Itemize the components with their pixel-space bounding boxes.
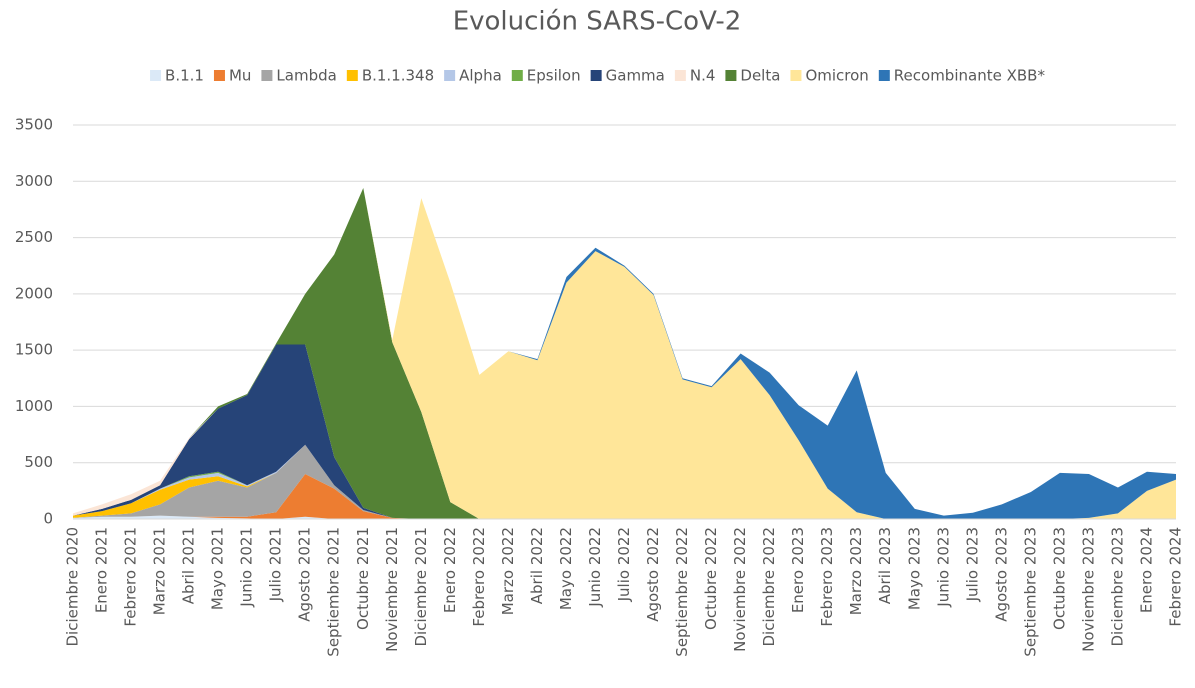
x-tick-label: Diciembre 2020 xyxy=(64,527,82,647)
legend-label: Epsilon xyxy=(527,67,581,85)
legend-swatch xyxy=(511,70,523,81)
legend-swatch xyxy=(590,70,602,81)
x-tick-label: Enero 2022 xyxy=(441,527,459,613)
area xyxy=(73,188,1176,520)
x-tick-label: Noviembre 2022 xyxy=(731,527,749,652)
legend-label: Omicron xyxy=(805,67,868,85)
x-tick-label: Febrero 2021 xyxy=(122,527,140,627)
x-tick-label: Agosto 2022 xyxy=(644,527,662,622)
x-tick-label: Noviembre 2023 xyxy=(1079,527,1097,652)
legend-label: Delta xyxy=(740,67,780,85)
x-tick-label: Julio 2022 xyxy=(615,527,633,602)
x-tick-label: Abril 2022 xyxy=(528,527,546,604)
y-tick-label: 3000 xyxy=(15,172,53,190)
legend-swatch xyxy=(790,70,802,81)
x-tick-label: Septiembre 2021 xyxy=(325,527,343,657)
area xyxy=(73,188,1176,520)
y-tick-label: 3500 xyxy=(15,116,53,134)
legend-swatch xyxy=(878,70,890,81)
x-tick-label: Octubre 2022 xyxy=(702,527,720,630)
x-tick-label: Febrero 2023 xyxy=(818,527,836,627)
chart-title: Evolución SARS-CoV-2 xyxy=(453,7,742,37)
area xyxy=(73,473,1176,519)
x-tick-label: Octubre 2021 xyxy=(354,527,372,630)
x-tick-label: Septiembre 2023 xyxy=(1021,527,1039,657)
legend-label: Mu xyxy=(229,67,251,85)
area xyxy=(73,188,1176,520)
legend-label: Gamma xyxy=(606,67,665,85)
x-tick-label: Enero 2024 xyxy=(1137,527,1155,613)
x-tick-label: Enero 2021 xyxy=(93,527,111,613)
x-tick-label: Agosto 2023 xyxy=(992,527,1010,622)
x-tick-label: Junio 2021 xyxy=(238,527,256,608)
legend-swatch xyxy=(150,70,162,81)
x-tick-label: Junio 2023 xyxy=(934,527,952,608)
y-tick-label: 2500 xyxy=(15,228,53,246)
area xyxy=(73,344,1176,519)
y-tick-label: 2000 xyxy=(15,284,53,302)
x-tick-label: Octubre 2023 xyxy=(1050,527,1068,630)
legend-label: Lambda xyxy=(276,67,336,85)
legend-label: B.1.1.348 xyxy=(362,67,434,85)
x-tick-label: Noviembre 2021 xyxy=(383,527,401,652)
x-tick-label: Julio 2023 xyxy=(963,527,981,602)
x-tick-label: Junio 2022 xyxy=(586,527,604,608)
x-tick-label: Mayo 2021 xyxy=(209,527,227,610)
y-tick-label: 1000 xyxy=(15,397,53,415)
legend-swatch xyxy=(444,70,456,81)
x-tick-label: Mayo 2022 xyxy=(557,527,575,610)
legend-swatch xyxy=(213,70,225,81)
legend-swatch xyxy=(674,70,686,81)
x-tick-label: Marzo 2023 xyxy=(847,527,865,615)
legend-swatch xyxy=(261,70,273,81)
x-tick-label: Diciembre 2023 xyxy=(1108,527,1126,647)
x-tick-label: Agosto 2021 xyxy=(296,527,314,622)
legend-label: Alpha xyxy=(459,67,502,85)
area xyxy=(73,444,1176,519)
x-tick-label: Septiembre 2022 xyxy=(673,527,691,657)
x-tick-label: Diciembre 2021 xyxy=(412,527,430,647)
x-tick-label: Marzo 2022 xyxy=(499,527,517,615)
legend-swatch xyxy=(346,70,358,81)
x-tick-label: Julio 2021 xyxy=(267,527,285,602)
x-tick-label: Febrero 2024 xyxy=(1167,527,1185,627)
x-tick-label: Diciembre 2022 xyxy=(760,527,778,647)
legend-label: Recombinante XBB* xyxy=(894,67,1046,85)
legend-swatch xyxy=(725,70,737,81)
legend-label: N.4 xyxy=(690,67,716,85)
x-tick-label: Abril 2023 xyxy=(876,527,894,604)
x-tick-label: Abril 2021 xyxy=(180,527,198,604)
legend-label: B.1.1 xyxy=(165,67,204,85)
y-tick-label: 500 xyxy=(24,453,53,471)
y-tick-label: 0 xyxy=(43,510,53,528)
x-tick-label: Marzo 2021 xyxy=(151,527,169,615)
y-tick-label: 1500 xyxy=(15,341,53,359)
x-tick-label: Enero 2023 xyxy=(789,527,807,613)
x-tick-label: Mayo 2023 xyxy=(905,527,923,610)
x-tick-label: Febrero 2022 xyxy=(470,527,488,627)
